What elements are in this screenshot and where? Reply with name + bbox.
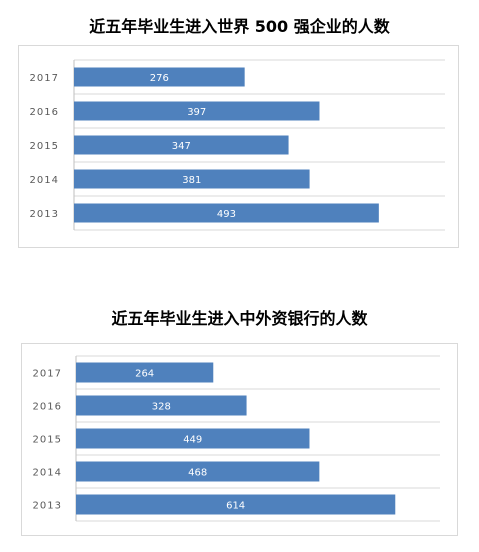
- data-label-2013: 614: [226, 501, 245, 512]
- chart1-plot: 2017 276 2016 397 2015 347 2014 381 2013 493: [30, 59, 445, 231]
- bar-2014: [74, 169, 310, 189]
- bar-2016: [76, 395, 247, 416]
- tick-label-2013: 2013: [33, 501, 62, 512]
- bar-2015: [76, 428, 310, 449]
- data-label-2015: 449: [183, 435, 202, 446]
- bar-2015: [74, 135, 289, 155]
- tick-label-2016: 2016: [33, 402, 62, 413]
- bar-2017: [76, 362, 214, 383]
- chart2-title: 近五年毕业生进入中外资银行的人数: [111, 309, 368, 328]
- tick-label-2015: 2015: [30, 141, 59, 152]
- data-label-2014: 468: [188, 468, 207, 479]
- bar-2017: [74, 67, 245, 87]
- data-label-2017: 276: [150, 73, 169, 84]
- tick-label-2015: 2015: [33, 435, 62, 446]
- tick-label-2017: 2017: [30, 73, 59, 84]
- data-label-2015: 347: [172, 141, 191, 152]
- chart2-panel: 2017 264 2016 328 2015 449 2014 468 2013 614: [21, 343, 458, 536]
- tick-label-2014: 2014: [33, 468, 62, 479]
- chart1-panel: 2017 276 2016 397 2015 347 2014 381 2013 493: [18, 45, 459, 248]
- tick-label-2017: 2017: [33, 369, 62, 380]
- bar-2016: [74, 101, 320, 121]
- bar-2013: [74, 203, 379, 223]
- tick-label-2014: 2014: [30, 175, 59, 186]
- chart1-title: 近五年毕业生进入世界 500 强企业的人数: [89, 17, 390, 36]
- bar-2014: [76, 461, 320, 482]
- data-label-2016: 328: [152, 402, 171, 413]
- bar-2013: [76, 494, 396, 515]
- tick-label-2016: 2016: [30, 107, 59, 118]
- chart2-plot: 2017 264 2016 328 2015 449 2014 468 2013 614: [33, 355, 440, 522]
- data-label-2013: 493: [217, 209, 236, 220]
- data-label-2014: 381: [182, 175, 201, 186]
- data-label-2017: 264: [135, 369, 154, 380]
- tick-label-2013: 2013: [30, 209, 59, 220]
- data-label-2016: 397: [187, 107, 206, 118]
